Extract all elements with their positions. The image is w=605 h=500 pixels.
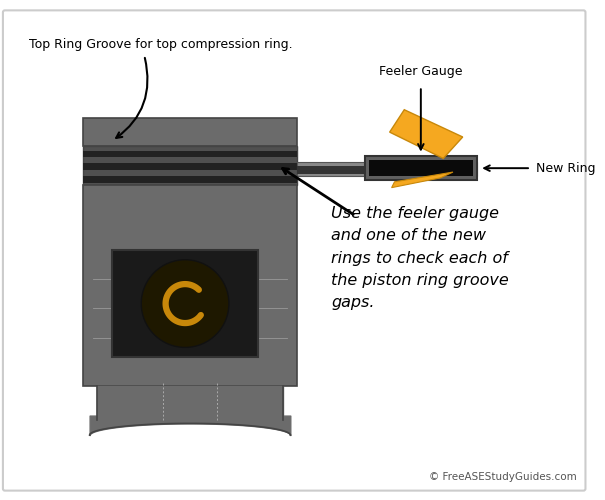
FancyBboxPatch shape (3, 10, 586, 490)
Bar (83, 146, 297, 184)
Polygon shape (391, 172, 453, 188)
Polygon shape (97, 386, 283, 416)
Bar (297, 162, 477, 176)
Bar (83, 184, 297, 386)
Text: Feeler Gauge: Feeler Gauge (379, 65, 463, 78)
Bar (83, 118, 297, 146)
Polygon shape (390, 110, 463, 158)
Bar (83, 176, 297, 183)
Text: Top Ring Groove for top compression ring.: Top Ring Groove for top compression ring… (29, 38, 293, 51)
Bar (365, 156, 477, 180)
Bar (83, 150, 297, 158)
Bar (83, 164, 297, 170)
Ellipse shape (141, 260, 229, 348)
Text: New Ring: New Ring (536, 162, 595, 174)
Bar (112, 250, 258, 357)
Bar (369, 160, 474, 176)
Text: © FreeASEStudyGuides.com: © FreeASEStudyGuides.com (429, 472, 577, 482)
Text: Use the feeler gauge
and one of the new
rings to check each of
the piston ring g: Use the feeler gauge and one of the new … (331, 206, 509, 310)
Bar (297, 166, 477, 174)
